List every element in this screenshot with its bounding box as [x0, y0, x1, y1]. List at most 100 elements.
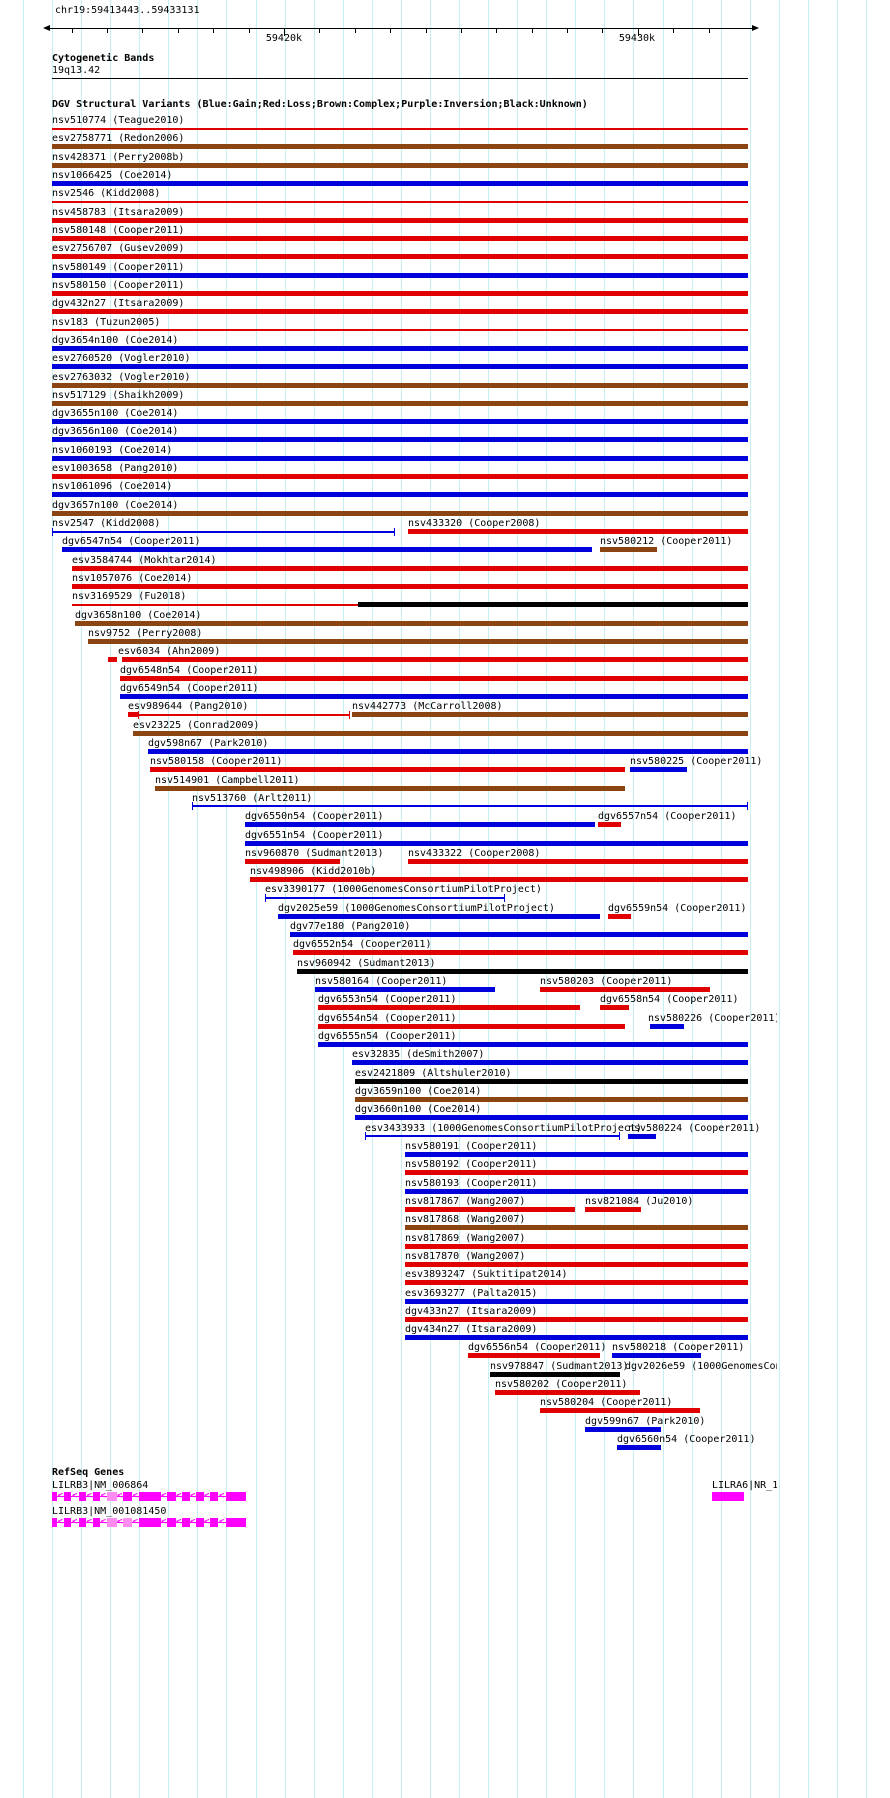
- variant-bar[interactable]: [405, 1316, 748, 1322]
- variant-bar[interactable]: [52, 510, 748, 516]
- variant-bar[interactable]: [585, 1426, 661, 1432]
- gene-exon[interactable]: [182, 1492, 190, 1501]
- variant-bar[interactable]: [52, 382, 748, 388]
- variant-label[interactable]: nsv1060193 (Coe2014): [52, 444, 173, 456]
- variant-label[interactable]: nsv960942 (Sudmant2013): [297, 957, 436, 969]
- variant-bar[interactable]: [585, 1206, 641, 1212]
- variant-bar[interactable]: [72, 603, 358, 606]
- gene-label[interactable]: LILRB3|NM_006864: [52, 1480, 149, 1491]
- variant-bar[interactable]: [75, 620, 748, 626]
- gene-exon[interactable]: [139, 1518, 161, 1527]
- variant-bar[interactable]: [120, 675, 748, 681]
- variant-label[interactable]: dgv6557n54 (Cooper2011): [598, 811, 737, 823]
- variant-label[interactable]: nsv580150 (Cooper2011): [52, 279, 185, 291]
- gene-exon[interactable]: [167, 1492, 176, 1501]
- variant-bar[interactable]: [52, 235, 748, 241]
- variant-bar[interactable]: [52, 492, 748, 498]
- variant-bar[interactable]: [297, 968, 748, 974]
- variant-bar[interactable]: [278, 913, 600, 919]
- variant-label[interactable]: nsv960870 (Sudmant2013): [245, 847, 384, 859]
- variant-bar[interactable]: [365, 1132, 620, 1141]
- variant-bar[interactable]: [52, 437, 748, 443]
- gene-exon[interactable]: [226, 1492, 246, 1501]
- gene-exon[interactable]: [712, 1492, 744, 1501]
- variant-bar[interactable]: [405, 1170, 748, 1176]
- variant-label[interactable]: dgv2026e59 (1000GenomesConsor: [625, 1360, 777, 1372]
- variant-label[interactable]: dgv599n67 (Park2010): [585, 1415, 706, 1427]
- gene-exon[interactable]: [196, 1492, 204, 1501]
- variant-bar[interactable]: [540, 1408, 700, 1414]
- variant-label[interactable]: dgv6558n54 (Cooper2011): [600, 994, 739, 1006]
- variant-label[interactable]: nsv817867 (Wang2007): [405, 1195, 526, 1207]
- variant-bar[interactable]: [405, 1206, 575, 1212]
- variant-bar[interactable]: [598, 822, 621, 828]
- variant-label[interactable]: dgv3657n100 (Coe2014): [52, 499, 179, 511]
- variant-label[interactable]: nsv1066425 (Coe2014): [52, 170, 173, 181]
- gene-exon[interactable]: [93, 1518, 100, 1527]
- gene-exon[interactable]: [210, 1518, 218, 1527]
- variant-bar[interactable]: [318, 1005, 580, 1011]
- variant-bar[interactable]: [52, 419, 748, 425]
- variant-bar[interactable]: [617, 1445, 661, 1450]
- variant-bar[interactable]: [405, 1335, 748, 1341]
- gene-exon[interactable]: [196, 1518, 204, 1527]
- variant-label[interactable]: dgv3656n100 (Coe2014): [52, 426, 179, 438]
- variant-label[interactable]: nsv3169529 (Fu2018): [72, 591, 187, 603]
- variant-bar[interactable]: [52, 162, 748, 168]
- variant-bar[interactable]: [245, 822, 595, 828]
- variant-label[interactable]: dgv3660n100 (Coe2014): [355, 1104, 482, 1116]
- variant-bar[interactable]: [405, 1225, 748, 1231]
- variant-label[interactable]: dgv6549n54 (Cooper2011): [120, 682, 259, 694]
- variant-label[interactable]: nsv510774 (Teague2010): [52, 115, 185, 126]
- variant-bar[interactable]: [290, 932, 748, 938]
- variant-bar[interactable]: [52, 474, 748, 480]
- variant-bar[interactable]: [405, 1188, 748, 1194]
- gene-exon[interactable]: [210, 1492, 218, 1501]
- variant-label[interactable]: esv3584744 (Mokhtar2014): [72, 554, 217, 566]
- variant-bar[interactable]: [358, 602, 748, 608]
- variant-label[interactable]: nsv2546 (Kidd2008): [52, 188, 161, 200]
- gene-exon[interactable]: [226, 1518, 246, 1527]
- variant-label[interactable]: dgv6548n54 (Cooper2011): [120, 664, 259, 676]
- variant-bar[interactable]: [72, 565, 748, 571]
- variant-bar[interactable]: [52, 364, 748, 370]
- variant-label[interactable]: nsv978847 (Sudmant2013): [490, 1360, 629, 1372]
- variant-label[interactable]: nsv458783 (Itsara2009): [52, 206, 185, 218]
- gene-exon[interactable]: [167, 1518, 176, 1527]
- variant-label[interactable]: esv3390177 (1000GenomesConsortiumPilotPr…: [265, 884, 542, 896]
- variant-bar[interactable]: [138, 710, 350, 719]
- variant-label[interactable]: dgv77e180 (Pang2010): [290, 921, 411, 933]
- variant-label[interactable]: nsv433320 (Cooper2008): [408, 518, 541, 529]
- variant-bar[interactable]: [148, 748, 748, 754]
- gene-exon[interactable]: [182, 1518, 190, 1527]
- variant-label[interactable]: nsv517129 (Shaikh2009): [52, 389, 185, 401]
- variant-label[interactable]: nsv580212 (Cooper2011): [600, 536, 733, 548]
- variant-label[interactable]: nsv1057076 (Coe2014): [72, 573, 193, 584]
- variant-label[interactable]: nsv580203 (Cooper2011): [540, 976, 673, 987]
- variant-bar[interactable]: [150, 767, 625, 773]
- variant-label[interactable]: dgv434n27 (Itsara2009): [405, 1324, 538, 1336]
- variant-label[interactable]: nsv817869 (Wang2007): [405, 1232, 526, 1244]
- gene-exon[interactable]: [107, 1518, 117, 1527]
- gene-exon[interactable]: [52, 1518, 57, 1527]
- variant-label[interactable]: dgv3654n100 (Coe2014): [52, 334, 179, 346]
- variant-label[interactable]: dgv598n67 (Park2010): [148, 737, 269, 749]
- variant-label[interactable]: nsv580224 (Cooper2011): [628, 1122, 761, 1134]
- variant-label[interactable]: nsv580204 (Cooper2011): [540, 1397, 673, 1409]
- variant-bar[interactable]: [52, 200, 748, 203]
- variant-bar[interactable]: [405, 1298, 748, 1304]
- variant-label[interactable]: dgv3658n100 (Coe2014): [75, 609, 202, 621]
- variant-bar[interactable]: [265, 893, 505, 902]
- variant-bar[interactable]: [490, 1371, 620, 1377]
- variant-label[interactable]: esv989644 (Pang2010): [128, 701, 249, 713]
- variant-label[interactable]: dgv6556n54 (Cooper2011): [468, 1342, 607, 1354]
- gene-exon[interactable]: [123, 1492, 132, 1501]
- variant-bar[interactable]: [250, 877, 748, 883]
- gene-exon[interactable]: [64, 1518, 71, 1527]
- variant-bar[interactable]: [120, 693, 748, 699]
- variant-label[interactable]: nsv1061096 (Coe2014): [52, 481, 173, 493]
- variant-label[interactable]: esv2421809 (Altshuler2010): [355, 1067, 512, 1079]
- variant-label[interactable]: nsv514901 (Campbell2011): [155, 774, 300, 786]
- gene-exon[interactable]: [64, 1492, 71, 1501]
- variant-label[interactable]: esv1003658 (Pang2010): [52, 463, 179, 475]
